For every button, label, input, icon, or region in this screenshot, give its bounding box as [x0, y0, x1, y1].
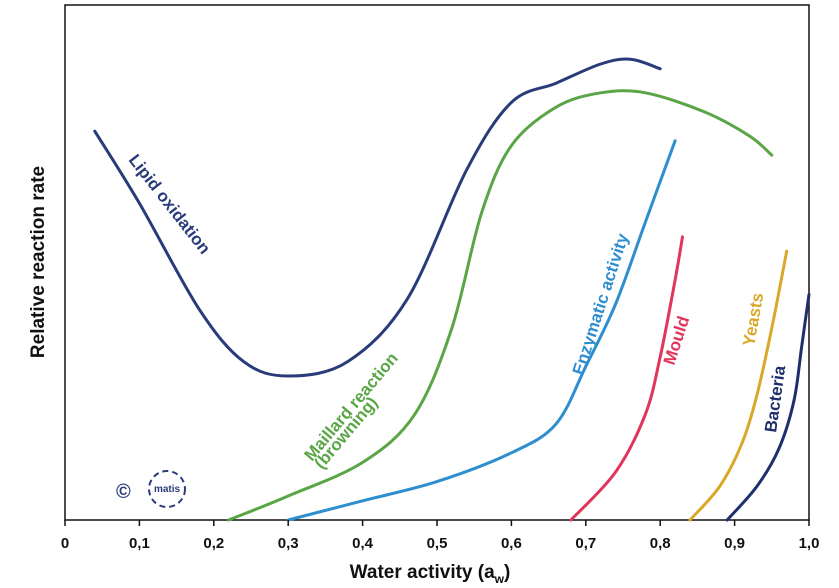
- series-line-lipid-oxidation: [93, 57, 662, 378]
- x-tick-label: 0,9: [724, 535, 745, 552]
- x-axis-title-subscript: w: [494, 572, 505, 586]
- label-enzymatic-activity: Enzymatic activity: [569, 231, 633, 378]
- x-tick-label: 0,1: [129, 535, 150, 552]
- y-axis-title: Relative reaction rate: [28, 166, 49, 358]
- series-line-bacteria: [725, 292, 811, 522]
- label-lipid-oxidation: Lipid oxidation: [125, 151, 214, 258]
- x-tick-label: 0: [61, 535, 69, 552]
- x-tick-label: 0,5: [427, 535, 448, 552]
- x-tick-label: 0,8: [650, 535, 671, 552]
- x-ticks-group: 0 0,1 0,2 0,3 0,4 0,5 0,6 0,7 0,8 0,9 1,0: [61, 520, 820, 552]
- series-line-enzymatic-activity: [286, 139, 677, 522]
- copyright-symbol: ©: [116, 481, 131, 503]
- x-axis-title-main: Water activity (a: [350, 562, 495, 583]
- x-tick-label: 0,6: [501, 535, 522, 552]
- series-line-yeasts: [688, 249, 789, 522]
- plot-frame: [64, 4, 810, 521]
- series-line-maillard-reaction-browning: [227, 89, 774, 522]
- x-tick-label: 0,2: [203, 535, 224, 552]
- series-line-mould: [569, 235, 684, 522]
- label-bacteria: Bacteria: [761, 364, 789, 434]
- x-tick-label: 0,4: [352, 535, 374, 552]
- matis-logo-ring: [148, 470, 186, 508]
- matis-logo-text: matis: [154, 484, 181, 495]
- x-tick-label: 0,7: [575, 535, 596, 552]
- curves-group: [93, 57, 811, 522]
- x-tick-label: 0,3: [278, 535, 299, 552]
- x-axis-title: Water activity (aw): [350, 562, 511, 586]
- x-tick-label: 1,0: [799, 535, 820, 552]
- matis-logo: matis: [148, 470, 186, 508]
- x-axis-title-close: ): [504, 562, 510, 583]
- label-yeasts: Yeasts: [739, 291, 767, 347]
